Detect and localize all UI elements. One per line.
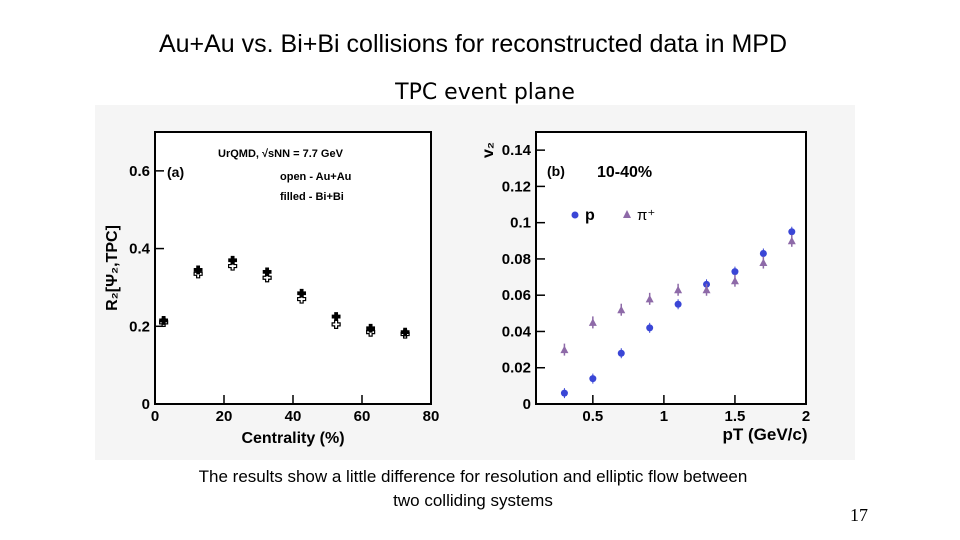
pion-point <box>645 294 654 303</box>
panel-b-ytick-label: 0.12 <box>502 178 531 195</box>
panel-b-xtick-label: 2 <box>802 408 810 425</box>
bi-bi-marker <box>297 288 307 298</box>
bi-bi-marker <box>331 312 341 321</box>
legend-p-marker <box>571 211 579 219</box>
proton-point <box>617 349 625 357</box>
au-au-marker <box>331 319 341 329</box>
panel-b-axes: 0.5 1 1.5 2 0 0.02 0.04 0.06 0.08 0.1 0.12 0.14 <box>502 142 810 425</box>
panel-a-legend-line2: open - Au+Au <box>280 171 351 183</box>
panel-a-ytick-label: 0.4 <box>129 241 151 258</box>
proton-point <box>589 375 597 383</box>
panel-b-xtick-label: 1 <box>660 408 668 425</box>
panel-a-ytick-label: 0 <box>142 396 150 413</box>
proton-point <box>788 228 796 236</box>
panel-a-xtick-label: 40 <box>285 408 302 425</box>
au-au-point <box>331 319 341 329</box>
bi-bi-marker <box>228 255 238 265</box>
panel-a-ytick-label: 0.6 <box>129 163 150 180</box>
bi-bi-point <box>228 255 238 265</box>
legend-pion-label: π⁺ <box>637 207 655 224</box>
bi-bi-point <box>331 312 341 321</box>
panel-b: 0.5 1 1.5 2 0 0.02 0.04 0.06 0.08 0.1 0.12 0.14 (b)… <box>480 131 810 444</box>
panel-b-xtick-label: 1.5 <box>725 408 746 425</box>
bi-bi-point <box>159 316 169 325</box>
panel-a-xtick-label: 20 <box>216 408 233 425</box>
panel-b-ytick-label: 0.02 <box>502 360 531 377</box>
bi-bi-point <box>366 323 376 333</box>
panel-b-ytick-label: 0.06 <box>502 287 531 304</box>
panel-a: 0 20 40 60 80 0 0.2 0.4 0.6 (a) UrQMD, √sNN = 7.… <box>104 131 439 447</box>
panel-b-xtick-label: 0.5 <box>582 408 603 425</box>
bi-bi-point <box>193 265 203 275</box>
panel-b-ytick-label: 0.08 <box>502 251 531 268</box>
pion-point <box>702 285 711 294</box>
panel-a-ytick-label: 0.2 <box>129 318 150 335</box>
bi-bi-point <box>297 288 307 298</box>
bi-bi-marker <box>400 327 410 337</box>
legend-pion-marker <box>623 210 631 218</box>
proton-point <box>674 300 682 308</box>
proton-point <box>731 268 739 276</box>
panel-a-xtick-label: 60 <box>354 408 371 425</box>
panel-b-frame <box>535 131 807 405</box>
pion-point <box>787 236 796 245</box>
panel-b-ytick-label: 0.14 <box>502 142 532 159</box>
pion-point <box>730 276 739 285</box>
page-number: 17 <box>850 505 868 525</box>
legend-p-label: p <box>585 207 595 224</box>
caption-line-1: The results show a little difference for… <box>198 467 748 486</box>
panel-b-ylabel: v₂ <box>480 142 497 158</box>
plot-subtitle: TPC event plane <box>395 80 575 105</box>
slide-title: Au+Au vs. Bi+Bi collisions for reconstru… <box>158 30 788 58</box>
bi-bi-marker <box>366 323 376 333</box>
panel-b-ytick-label: 0 <box>523 396 531 413</box>
proton-point <box>560 389 568 397</box>
panel-a-xtick-label: 80 <box>423 408 440 425</box>
proton-point <box>646 324 654 332</box>
panel-b-points <box>560 226 796 399</box>
panel-a-axes: 0 20 40 60 80 0 0.2 0.4 0.6 <box>129 163 439 425</box>
panel-a-xlabel: Centrality (%) <box>241 430 344 447</box>
bi-bi-point <box>262 267 272 277</box>
bi-bi-marker <box>262 267 272 277</box>
proton-point <box>759 249 767 257</box>
panel-b-xlabel: pT (GeV/c) <box>722 425 807 444</box>
panel-a-xtick-label: 0 <box>151 408 159 425</box>
panel-a-label: (a) <box>167 164 184 180</box>
caption: The results show a little difference for… <box>120 465 826 513</box>
panel-b-ytick-label: 0.1 <box>510 215 531 232</box>
panel-b-ytick-label: 0.04 <box>502 323 532 340</box>
panel-a-points <box>159 255 410 339</box>
panel-a-ylabel: R₂[Ψ₂,TPC] <box>104 225 121 311</box>
panel-b-centrality: 10-40% <box>597 164 652 181</box>
panel-a-frame <box>154 131 432 405</box>
pion-point <box>759 258 768 267</box>
bi-bi-marker <box>159 316 169 325</box>
bi-bi-marker <box>193 265 203 275</box>
panel-b-label: (b) <box>547 163 565 179</box>
pion-point <box>588 318 597 326</box>
bi-bi-point <box>400 327 410 337</box>
pion-point <box>617 305 626 314</box>
panel-a-legend-line3: filled - Bi+Bi <box>280 191 344 203</box>
pion-point <box>674 285 683 294</box>
caption-line-2: two colliding systems <box>393 491 553 510</box>
pion-point <box>560 345 569 354</box>
panel-a-legend-line1: UrQMD, √sNN = 7.7 GeV <box>218 148 344 160</box>
